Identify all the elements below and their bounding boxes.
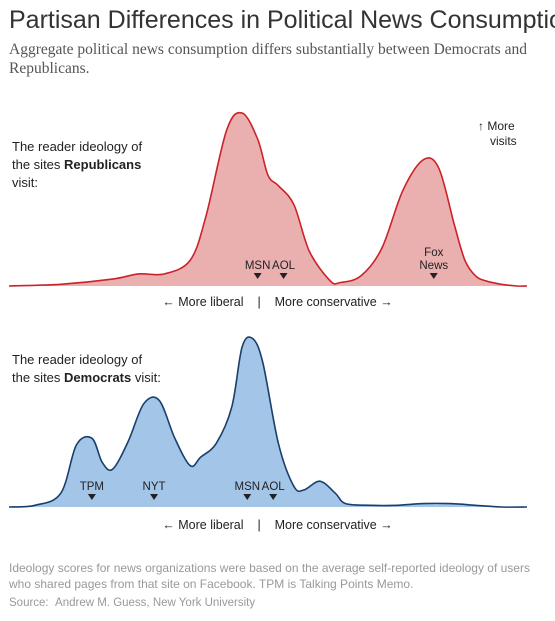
series-label-part: visit:	[131, 370, 161, 385]
axis-separator: |	[257, 518, 261, 532]
series-label-part: the sites	[12, 370, 64, 385]
marker-triangle	[150, 494, 159, 500]
series-label-part: The reader ideology of	[12, 352, 142, 367]
source-line: Source: Andrew M. Guess, New York Univer…	[9, 597, 255, 609]
marker-triangle	[279, 273, 288, 279]
marker-label: MSN	[234, 481, 260, 493]
axis-note-republicans: ← More liberal | More conservative →	[0, 295, 555, 309]
marker-triangle	[87, 494, 96, 500]
axis-left-label: ← More liberal	[162, 295, 244, 309]
series-label-part: the sites	[12, 157, 64, 172]
marker-triangle	[253, 273, 262, 279]
marker-label: Fox	[424, 247, 443, 259]
density-line-democrats	[8, 336, 528, 508]
series-label-part: Republicans	[64, 157, 141, 172]
source-text: Andrew M. Guess, New York University	[55, 597, 256, 609]
axis-note-democrats: ← More liberal | More conservative →	[0, 518, 555, 532]
chart-democrats: TPM NYT MSN AOL The reader ideology of the si…	[8, 336, 528, 508]
series-label-part: Democrats	[64, 370, 131, 385]
marker-triangle	[243, 494, 252, 500]
source-label: Source:	[9, 597, 49, 609]
marker-triangle	[429, 273, 438, 279]
marker-label: AOL	[272, 260, 296, 272]
density-line-republicans	[8, 111, 528, 287]
chart-subtitle: Aggregate political news consumption dif…	[9, 41, 527, 77]
marker-label: AOL	[262, 481, 286, 493]
area-fill-republicans	[9, 112, 527, 287]
chart-title: Partisan Differences in Political News C…	[9, 6, 555, 34]
marker-label: MSN	[245, 260, 271, 272]
marker-label: News	[419, 260, 448, 272]
marker-label: TPM	[80, 481, 104, 493]
footnote: Ideology scores for news organizations w…	[9, 561, 530, 591]
more-visits-line: visits	[490, 134, 517, 148]
axis-right-label: More conservative →	[274, 295, 393, 309]
axis-right-label: More conservative →	[274, 518, 393, 532]
series-label-republicans: The reader ideology of the sites Republic…	[12, 139, 142, 190]
marker-triangle	[269, 494, 278, 500]
more-visits-line: ↑ More	[478, 119, 515, 133]
series-label-democrats: The reader ideology of the sites Democrat…	[12, 352, 161, 385]
series-label-part: visit:	[12, 175, 38, 190]
area-fill-democrats	[9, 336, 527, 508]
more-visits-annotation: ↑ More visits	[478, 119, 517, 148]
axis-left-label: ← More liberal	[162, 518, 244, 532]
marker-label: NYT	[143, 481, 166, 493]
series-label-part: The reader ideology of	[12, 139, 142, 154]
axis-separator: |	[257, 295, 261, 309]
